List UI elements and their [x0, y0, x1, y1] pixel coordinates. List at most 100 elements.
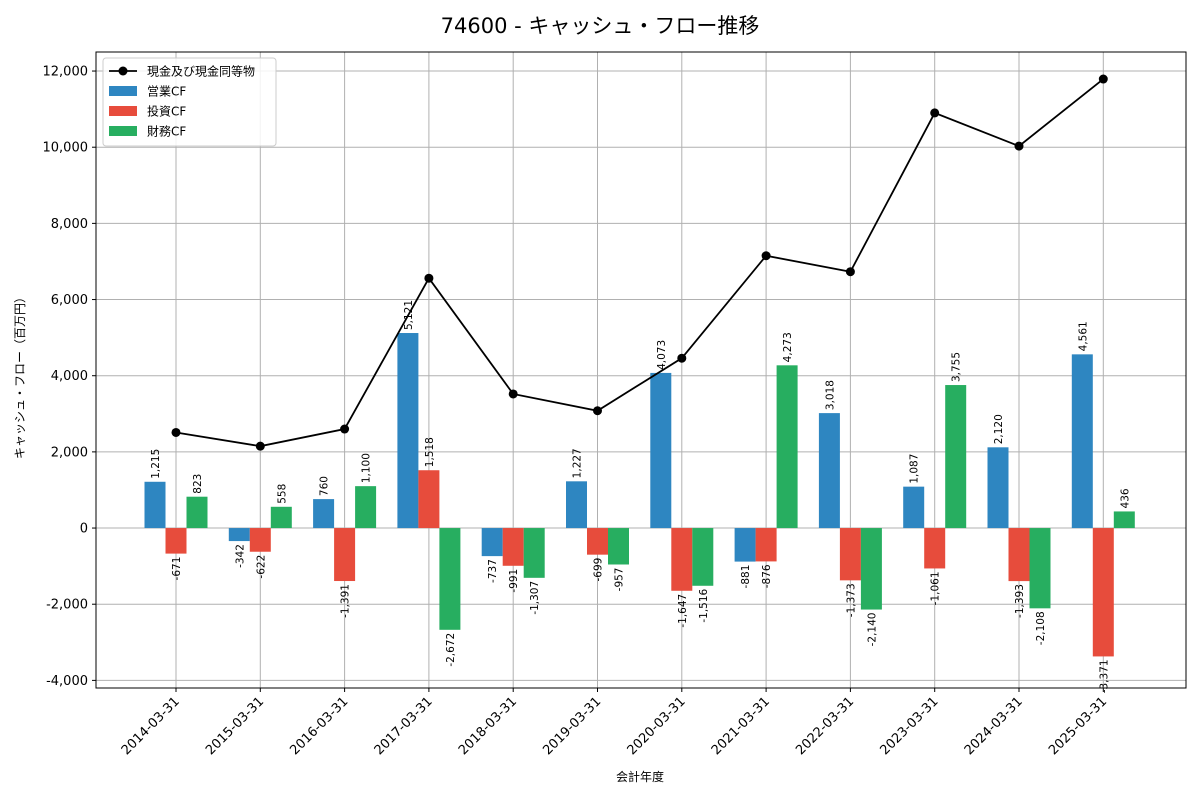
- bar-value-label: 823: [192, 474, 204, 494]
- cash-point: [424, 273, 434, 283]
- bar-value-label: -1,516: [698, 588, 710, 622]
- bar-value-label: -699: [593, 558, 605, 582]
- bar-value-label: 3,018: [824, 380, 836, 410]
- y-tick-label: 0: [80, 522, 88, 537]
- bar-value-label: 5,121: [403, 300, 415, 330]
- bar-value-label: -1,061: [930, 571, 942, 605]
- legend-box: [102, 57, 277, 147]
- bar-value-label: 2,120: [993, 414, 1005, 444]
- bar-value-label: 1,100: [361, 453, 373, 483]
- bar-2-6: [692, 528, 714, 586]
- bar-1-8: [839, 528, 861, 581]
- cash-point: [1014, 141, 1024, 151]
- grid: [96, 52, 1186, 688]
- bar-value-label: -3,371: [1098, 659, 1110, 693]
- bars: [144, 333, 1135, 657]
- x-tick-label: 2025-03-31: [1046, 694, 1110, 758]
- bar-0-8: [818, 413, 840, 529]
- bar-0-3: [397, 333, 419, 529]
- bar-0-2: [313, 499, 335, 529]
- bar-1-2: [334, 528, 356, 582]
- bar-1-10: [1008, 528, 1030, 582]
- bar-value-label: -1,391: [340, 584, 352, 618]
- x-tick-label: 2019-03-31: [540, 694, 604, 758]
- bar-value-label: 436: [1119, 488, 1131, 508]
- bar-value-label: -737: [487, 559, 499, 583]
- bar-value-label: 1,215: [150, 449, 162, 479]
- y-tick-label: 6,000: [51, 293, 88, 308]
- bar-0-1: [228, 528, 250, 542]
- y-tick-label: 12,000: [43, 65, 89, 80]
- bar-value-label: 4,273: [782, 332, 794, 362]
- y-tick-label: 4,000: [51, 369, 88, 384]
- cash-point: [930, 108, 940, 118]
- bar-0-7: [734, 528, 756, 562]
- bar-value-label: -2,108: [1035, 611, 1047, 645]
- bar-value-label: -622: [255, 555, 267, 579]
- legend-label: 財務CF: [147, 124, 186, 139]
- bar-1-6: [671, 528, 693, 591]
- y-tick-label: 8,000: [51, 217, 88, 232]
- y-tick-label: 10,000: [43, 141, 89, 156]
- bar-value-label: -991: [508, 569, 520, 593]
- bar-value-label: -1,373: [845, 583, 857, 617]
- x-tick-label: 2018-03-31: [456, 694, 520, 758]
- cash-line: [171, 74, 1108, 451]
- bar-2-10: [1029, 528, 1051, 609]
- bar-1-0: [165, 528, 187, 554]
- x-tick-label: 2017-03-31: [372, 694, 436, 758]
- bar-2-7: [776, 365, 798, 529]
- bar-value-label: 1,518: [424, 437, 436, 467]
- y-tick-label: -2,000: [46, 598, 88, 613]
- bar-value-label: -881: [740, 565, 752, 589]
- legend-label: 現金及び現金同等物: [147, 64, 255, 79]
- bar-2-2: [355, 486, 377, 529]
- y-axis-title: キャッシュ・フロー（百万円）: [13, 291, 27, 459]
- cash-point: [508, 389, 518, 399]
- bar-2-11: [1113, 511, 1135, 529]
- plot-frame: [95, 51, 1187, 689]
- x-tick-label: 2022-03-31: [793, 694, 857, 758]
- bar-1-9: [924, 528, 946, 569]
- legend-marker-swatch: [118, 66, 128, 76]
- bar-value-label: -342: [234, 544, 246, 568]
- bar-value-label: 558: [276, 484, 288, 504]
- bar-1-4: [502, 528, 524, 566]
- x-tick-label: 2014-03-31: [119, 694, 183, 758]
- bar-0-11: [1071, 354, 1093, 529]
- y-tick-label: -4,000: [46, 674, 88, 689]
- bar-1-7: [755, 528, 777, 562]
- x-tick-label: 2024-03-31: [962, 694, 1026, 758]
- chart-title: 74600 - キャッシュ・フロー推移: [441, 14, 760, 38]
- legend-bar-swatch: [109, 106, 137, 116]
- bar-2-9: [945, 385, 967, 529]
- bar-value-label: -957: [614, 567, 626, 591]
- bar-value-label: 3,755: [951, 352, 963, 382]
- bar-value-label: 1,227: [572, 448, 584, 478]
- bar-value-label: -1,647: [677, 594, 689, 628]
- bar-1-5: [587, 528, 608, 555]
- data-labels: 1,215 -342 760 5,121 -737 1,227 4,073 -881 3,018…: [150, 300, 1131, 693]
- bar-1-11: [1092, 528, 1114, 657]
- bar-value-label: -876: [761, 564, 773, 588]
- legend-bar-swatch: [109, 126, 137, 136]
- bar-2-5: [608, 528, 629, 565]
- cash-point: [340, 424, 350, 434]
- bar-1-1: [249, 528, 271, 552]
- bar-0-4: [481, 528, 503, 557]
- x-tick-label: 2021-03-31: [709, 694, 773, 758]
- x-tick-label: 2020-03-31: [625, 694, 689, 758]
- cash-point: [255, 441, 265, 451]
- bar-value-label: -2,140: [866, 613, 878, 647]
- legend-label: 投資CF: [147, 104, 186, 119]
- x-axis-title: 会計年度: [616, 769, 664, 784]
- bar-2-4: [523, 528, 545, 578]
- bar-2-0: [186, 496, 208, 529]
- bar-0-10: [987, 447, 1009, 529]
- legend-bar-swatch: [109, 86, 137, 96]
- legend-label: 営業CF: [147, 85, 186, 99]
- cash-point: [1098, 74, 1108, 84]
- y-tick-label: 2,000: [51, 445, 88, 460]
- bar-value-label: -1,307: [529, 581, 541, 615]
